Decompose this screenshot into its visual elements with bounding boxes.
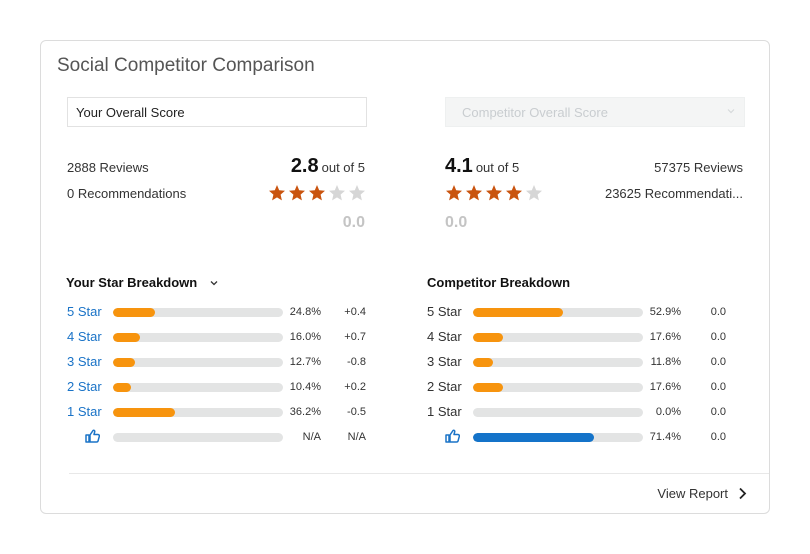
star-filled-icon: [486, 185, 502, 201]
star-row-label[interactable]: 1 Star: [67, 404, 102, 419]
progress-bar: [473, 408, 643, 417]
star-filled-icon: [446, 185, 462, 201]
your-score-select-label: Your Overall Score: [76, 104, 185, 120]
row-change: 0.0: [710, 381, 726, 393]
row-change: 0.0: [710, 331, 726, 343]
progress-bar: [473, 308, 643, 317]
competitor-comparison-card: Social Competitor Comparison Your Overal…: [40, 40, 770, 514]
row-change: 0.0: [710, 306, 726, 318]
row-change: +0.7: [344, 331, 366, 343]
row-change: +0.2: [344, 381, 366, 393]
star-row-label[interactable]: 3 Star: [67, 354, 102, 369]
star-filled-icon: [506, 185, 522, 201]
row-change: 0.0: [710, 356, 726, 368]
progress-bar-fill: [113, 358, 135, 367]
row-percent: 0.0%: [655, 406, 681, 418]
progress-bar-fill: [473, 358, 494, 367]
your-star-breakdown-dropdown[interactable]: Your Star Breakdown: [66, 275, 219, 290]
progress-bar: [473, 333, 643, 342]
competitor-star-rating: [445, 184, 543, 202]
star-empty-icon: [329, 185, 345, 201]
progress-bar: [113, 383, 283, 392]
star-filled-icon: [269, 185, 285, 201]
your-star-breakdown-title: Your Star Breakdown: [66, 275, 198, 290]
star-row-label[interactable]: 5 Star: [67, 304, 102, 319]
star-row-label: 5 Star: [427, 304, 462, 319]
row-change: +0.4: [344, 306, 366, 318]
star-row-label[interactable]: 2 Star: [67, 379, 102, 394]
competitor-score-select[interactable]: Competitor Overall Score: [445, 97, 745, 127]
star-filled-icon: [309, 185, 325, 201]
progress-bar-fill: [113, 333, 141, 342]
star-row-label: 4 Star: [427, 329, 462, 344]
progress-bar-fill: [113, 408, 175, 417]
your-score-value: 2.8: [290, 155, 319, 177]
row-percent: 17.6%: [649, 331, 681, 343]
card-title: Social Competitor Comparison: [57, 55, 315, 76]
star-empty-icon: [349, 185, 365, 201]
row-percent: 52.9%: [649, 306, 681, 318]
thumbs-up-icon: [85, 429, 101, 443]
row-percent: 10.4%: [289, 381, 321, 393]
row-change: 0.0: [710, 406, 726, 418]
competitor-score-value: 4.1: [445, 155, 473, 177]
competitor-recommendations-count: 23625 Recommendati...: [604, 186, 743, 201]
row-percent: 24.8%: [289, 306, 321, 318]
progress-bar: [473, 383, 643, 392]
progress-bar: [113, 358, 283, 367]
progress-bar: [113, 333, 283, 342]
your-reviews-count: 2888 Reviews: [67, 160, 149, 175]
progress-bar-fill: [113, 383, 131, 392]
view-report-label: View Report: [657, 486, 728, 501]
row-change: -0.8: [347, 356, 366, 368]
row-percent: 71.4%: [649, 431, 681, 443]
row-percent: 12.7%: [289, 356, 321, 368]
star-row-label: 1 Star: [427, 404, 462, 419]
chevron-down-icon: [210, 280, 218, 285]
progress-bar-fill: [473, 308, 563, 317]
progress-bar-fill: [113, 308, 156, 317]
row-change: 0.0: [710, 431, 726, 443]
your-score-select[interactable]: Your Overall Score: [67, 97, 367, 127]
competitor-overall-score: 4.1 out of 5: [445, 155, 519, 178]
chevron-right-icon: [739, 487, 747, 500]
competitor-breakdown-title: Competitor Breakdown: [427, 275, 571, 290]
star-filled-icon: [289, 185, 305, 201]
thumbs-up-icon: [445, 429, 461, 443]
row-change: -0.5: [347, 406, 366, 418]
your-score-delta: 0.0: [342, 214, 365, 231]
row-percent: 16.0%: [289, 331, 321, 343]
star-row-label: 2 Star: [427, 379, 462, 394]
progress-bar-fill: [473, 383, 503, 392]
competitor-score-delta: 0.0: [445, 214, 468, 231]
competitor-reviews-count: 57375 Reviews: [654, 160, 743, 175]
progress-bar: [473, 433, 643, 442]
progress-bar: [113, 408, 283, 417]
row-percent: N/A: [302, 431, 321, 443]
your-recommendations-count: 0 Recommendations: [67, 186, 187, 201]
competitor-score-select-placeholder: Competitor Overall Score: [462, 104, 608, 120]
row-percent: 36.2%: [289, 406, 321, 418]
star-empty-icon: [526, 185, 542, 201]
your-star-rating: [268, 184, 366, 202]
progress-bar-fill: [473, 433, 595, 442]
your-overall-score: 2.8 out of 5: [291, 155, 365, 178]
progress-bar: [473, 358, 643, 367]
progress-bar-fill: [473, 333, 503, 342]
star-row-label: 3 Star: [427, 354, 462, 369]
view-report-link[interactable]: View Report: [657, 486, 747, 501]
star-row-label[interactable]: 4 Star: [67, 329, 102, 344]
star-filled-icon: [466, 185, 482, 201]
progress-bar: [113, 433, 283, 442]
row-percent: 17.6%: [649, 381, 681, 393]
row-change: N/A: [347, 431, 366, 443]
progress-bar: [113, 308, 283, 317]
chevron-down-icon: [727, 109, 735, 114]
footer-divider: [69, 473, 769, 474]
your-score-suffix: out of 5: [321, 160, 365, 175]
row-percent: 11.8%: [650, 356, 681, 368]
competitor-score-suffix: out of 5: [475, 160, 520, 175]
